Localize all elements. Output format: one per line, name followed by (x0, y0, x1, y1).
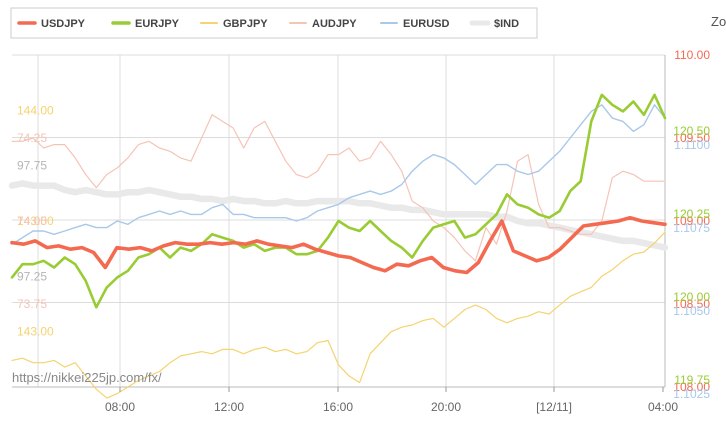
legend-item-audjpy[interactable]: AUDJPY (289, 18, 357, 30)
y-tick-label-eurjpy: 120.25 (673, 207, 710, 221)
legend-item-gbpjpy[interactable]: GBPJPY (200, 18, 268, 30)
legend-label: GBPJPY (223, 18, 268, 30)
y-tick-label-usdjpy: 108.00 (673, 380, 710, 394)
series-line-eurusd (11, 104, 666, 245)
x-tick-label: 04:00 (648, 400, 678, 414)
y-tick-label-ind: 97.75 (17, 159, 47, 173)
y-tick-label-usdjpy: 108.50 (673, 297, 710, 311)
y-tick-label-audjpy: 74.25 (17, 131, 47, 145)
legend-item-usdjpy[interactable]: USDJPY (17, 18, 86, 30)
x-tick-label: 20:00 (431, 400, 461, 414)
chart-legend[interactable]: USDJPY EURJPY GBPJPY AUDJPY EURUSD $IND (10, 7, 538, 39)
y-tick-label-eurusd: 1.1100 (674, 138, 710, 152)
x-tick-label: 12:00 (214, 400, 244, 414)
y-tick-label-usdjpy: 109.00 (673, 214, 710, 228)
series-line-gbpjpy (11, 231, 666, 399)
y-tick-label-audjpy: 73.75 (17, 297, 47, 311)
legend-label: AUDJPY (312, 18, 357, 30)
series-line-audjpy (11, 114, 666, 262)
y-tick-label-eurusd: 1.1075 (673, 221, 710, 235)
legend-label: $IND (494, 18, 519, 30)
y-tick-label-ind: 97.25 (17, 269, 47, 283)
y-tick-label-usdjpy: 109.50 (673, 131, 710, 145)
legend-item-eurusd[interactable]: EURUSD (380, 18, 450, 30)
x-tick-label: [12/11] (536, 400, 572, 414)
legend-label: EURUSD (403, 18, 450, 30)
chart-x-axis: 08:00 12:00 16:00 20:00 [12/11] 04:00 (105, 387, 678, 414)
legend-item-eurjpy[interactable]: EURJPY (111, 18, 180, 30)
y-tick-label-eurjpy: 119.75 (674, 373, 710, 387)
legend-item-ind[interactable]: $IND (469, 18, 519, 30)
y-tick-label-eurjpy: 120.00 (673, 290, 710, 304)
zoom-label[interactable]: Zo (711, 14, 726, 29)
series-line-ind (8, 180, 669, 251)
y-tick-label-eurjpy: 120.50 (673, 124, 710, 138)
y-tick-label-gbpjpy: 143.00 (17, 325, 54, 339)
legend-label: USDJPY (41, 18, 86, 30)
watermark-url: https://nikkei225jp.com/fx/ (12, 370, 162, 385)
y-tick-label-eurusd: 1.1050 (673, 304, 710, 318)
legend-label: EURJPY (135, 18, 180, 30)
y-tick-label-usdjpy: 110.00 (674, 48, 710, 62)
x-tick-label: 08:00 (105, 400, 135, 414)
y-tick-label-gbpjpy: 144.00 (17, 103, 54, 117)
y-tick-label-eurusd: 1.1025 (673, 387, 710, 401)
y-tick-label-gbpjpy: 143.50 (17, 214, 54, 228)
series-line-eurjpy (10, 93, 667, 309)
chart-axis-ticks: 110.00 109.50 109.00 108.50 108.00 120.50 120.… (17, 48, 710, 401)
series-line-usdjpy (10, 215, 667, 275)
y-tick-label-audjpy: 74.00 (17, 214, 47, 228)
legend-box (10, 7, 538, 39)
x-tick-label: 16:00 (323, 400, 353, 414)
chart-series (8, 93, 669, 399)
